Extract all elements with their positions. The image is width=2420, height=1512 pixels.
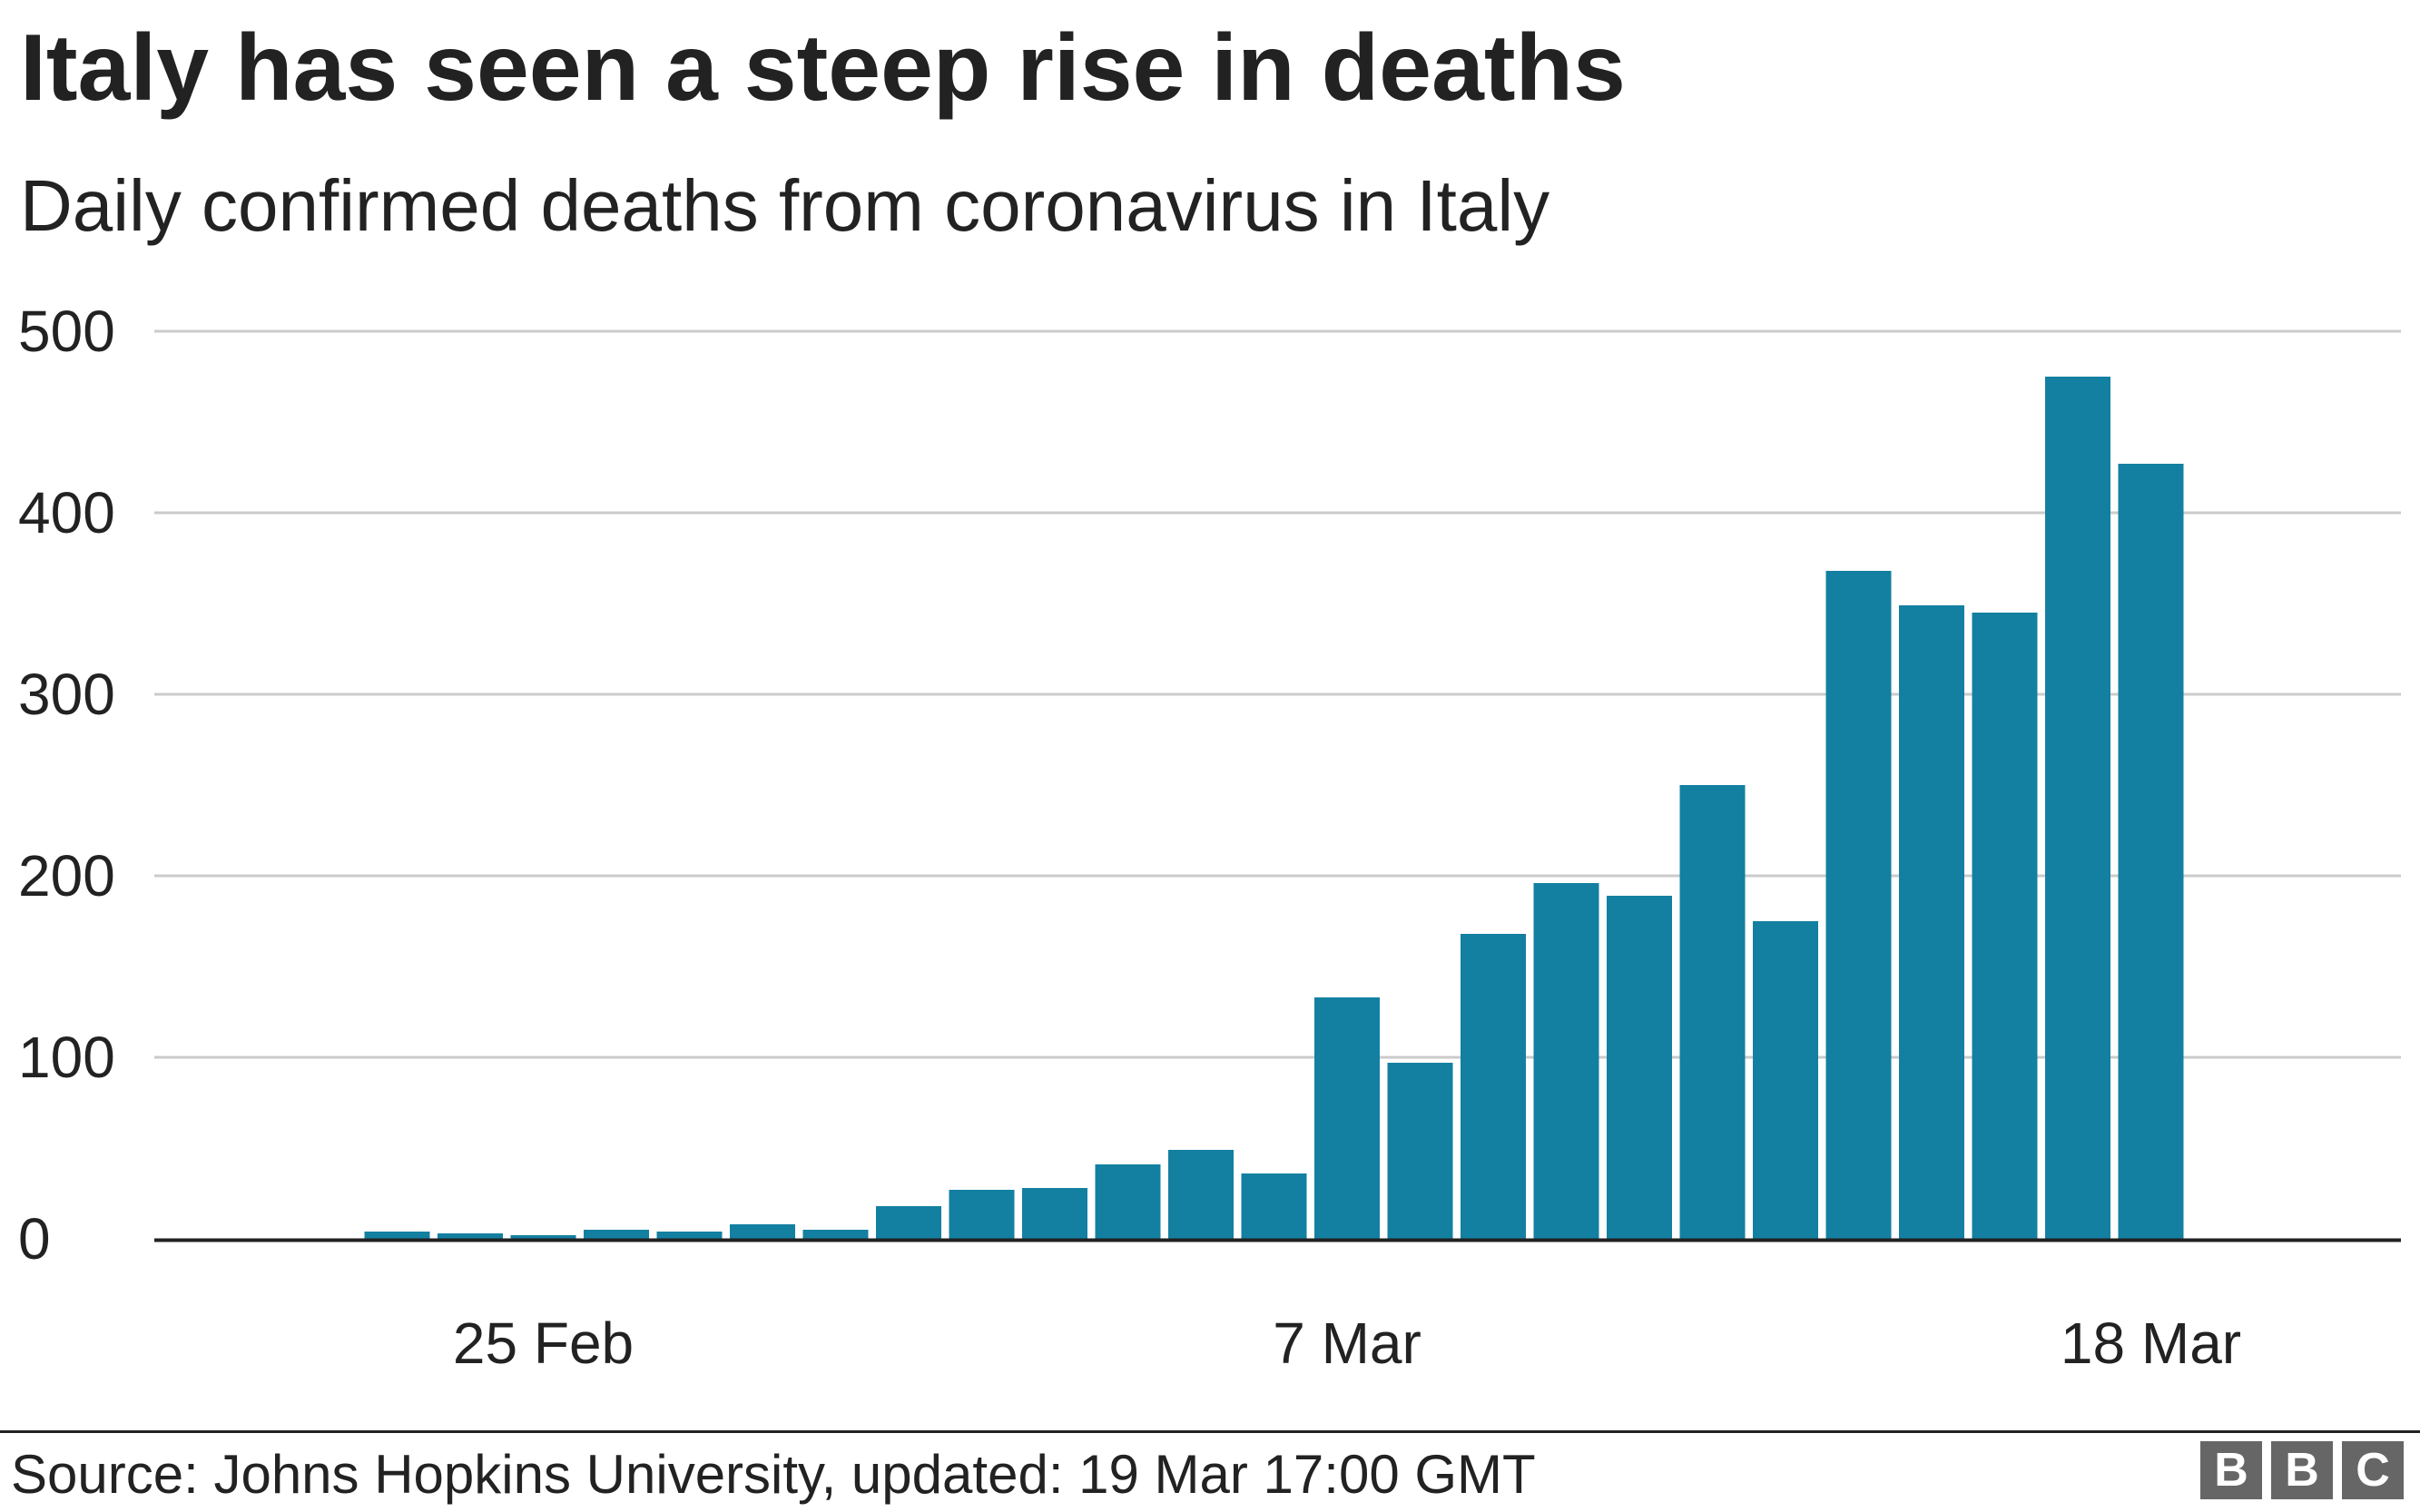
bar — [1899, 605, 1964, 1239]
bar — [656, 1232, 723, 1239]
bar — [1314, 997, 1380, 1239]
bar — [1972, 613, 2038, 1239]
bar — [2045, 377, 2110, 1239]
y-tick-label: 100 — [18, 1025, 115, 1090]
bar — [1753, 921, 1818, 1239]
chart-subtitle: Daily confirmed deaths from coronavirus … — [20, 165, 1550, 246]
bar — [1241, 1173, 1307, 1239]
bbc-logo: B B C — [2200, 1441, 2404, 1499]
chart-title: Italy has seen a steep rise in deaths — [20, 15, 1626, 121]
bar-chart: 0 100 200 300 400 500 25 Feb 7 Mar 18 Mar — [18, 299, 2401, 1376]
bbc-logo-letter-3: C — [2342, 1441, 2404, 1499]
bar — [584, 1230, 649, 1239]
bar — [1461, 934, 1526, 1239]
x-tick-label: 25 Feb — [453, 1311, 634, 1376]
bar — [510, 1235, 576, 1239]
bar — [1387, 1063, 1453, 1239]
bar — [1022, 1188, 1087, 1239]
y-tick-label: 400 — [18, 480, 115, 545]
bbc-logo-letter-1: B — [2200, 1441, 2262, 1499]
footer-divider — [0, 1430, 2420, 1433]
bar — [949, 1190, 1015, 1239]
bar — [1095, 1164, 1161, 1239]
bar — [802, 1230, 869, 1239]
y-axis-tick-labels: 0 100 200 300 400 500 — [18, 299, 115, 1271]
bar — [1607, 896, 1672, 1239]
y-tick-label: 0 — [18, 1206, 51, 1271]
source-note: Source: Johns Hopkins University, update… — [11, 1444, 1536, 1505]
x-axis-tick-labels: 25 Feb 7 Mar 18 Mar — [453, 1311, 2241, 1376]
bar — [1533, 883, 1599, 1239]
y-tick-label: 200 — [18, 843, 115, 908]
bar — [1168, 1150, 1234, 1239]
x-tick-label: 7 Mar — [1273, 1311, 1422, 1376]
bars — [364, 377, 2184, 1239]
bar — [1825, 571, 1892, 1239]
y-tick-label: 500 — [18, 299, 115, 364]
bar — [2118, 464, 2184, 1239]
bar — [364, 1232, 430, 1239]
bbc-logo-letter-2: B — [2271, 1441, 2333, 1499]
y-tick-label: 300 — [18, 662, 115, 727]
bar — [876, 1206, 941, 1239]
bar — [438, 1233, 503, 1239]
bar — [730, 1224, 795, 1239]
x-tick-label: 18 Mar — [2061, 1311, 2241, 1376]
bar — [1679, 785, 1746, 1239]
